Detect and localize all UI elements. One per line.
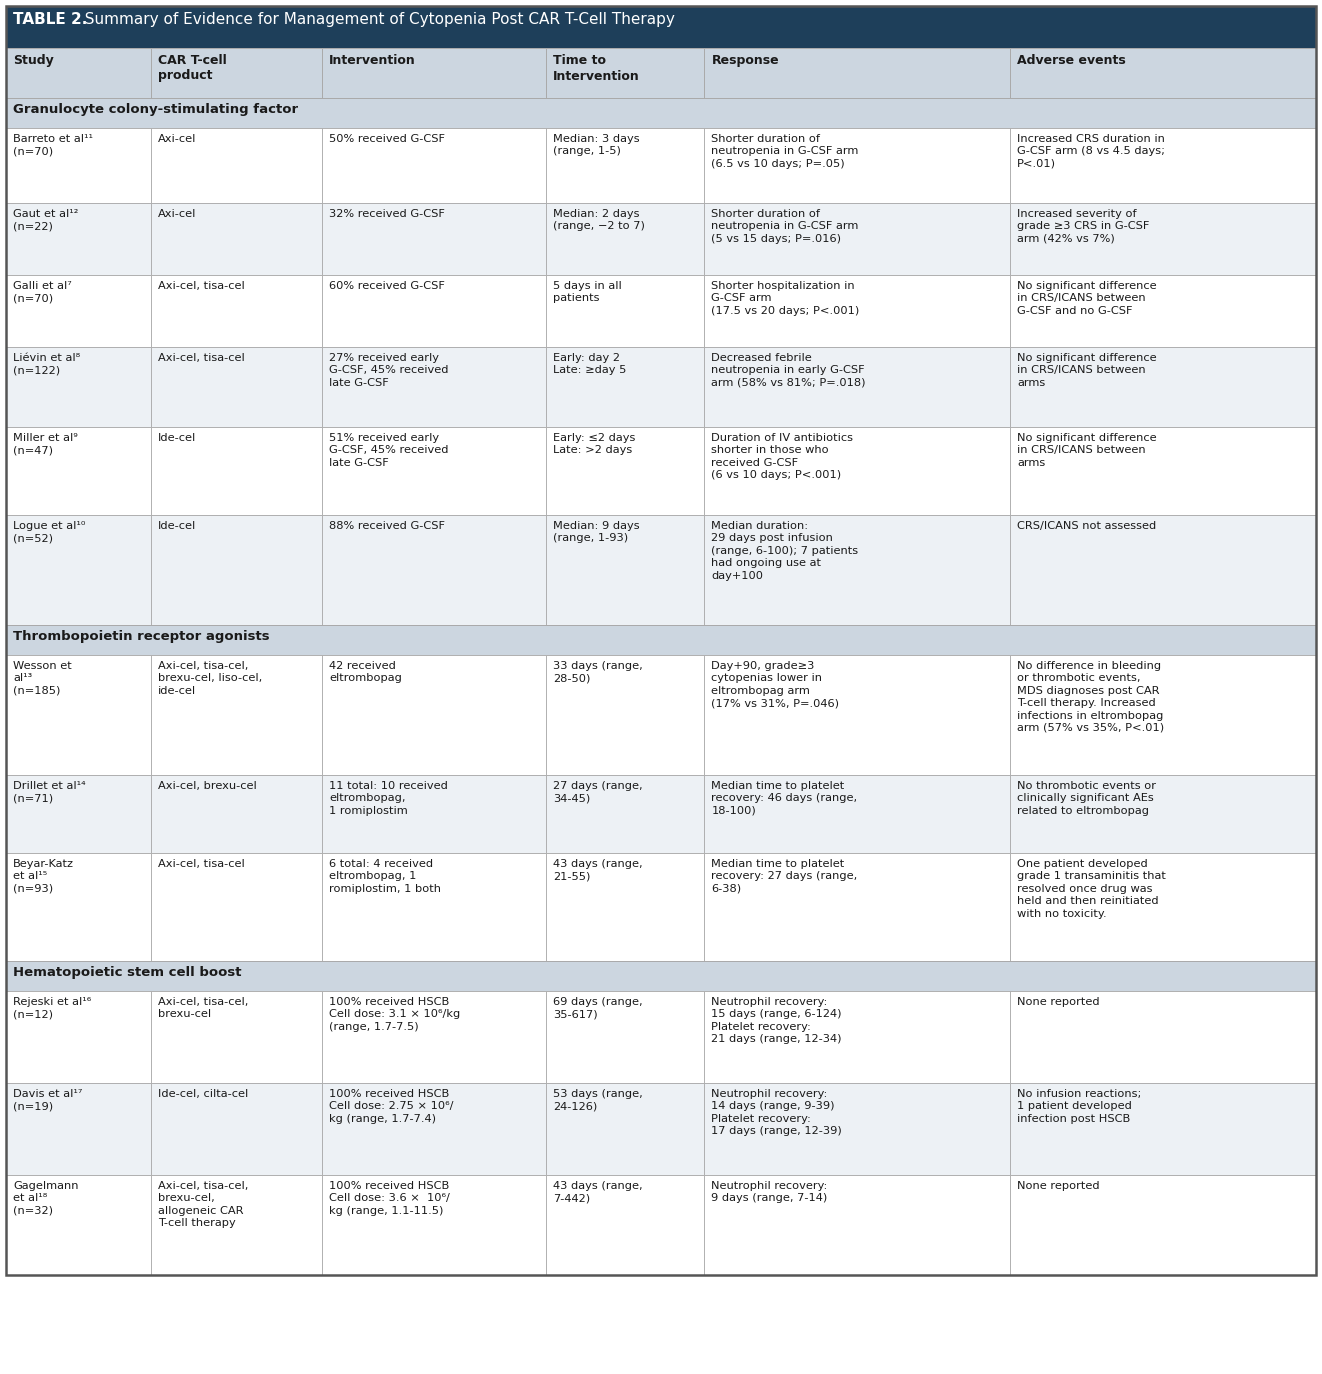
Bar [151,203,323,275]
Bar [7,203,151,275]
Bar [323,48,546,98]
Text: 100% received HSCB
Cell dose: 3.1 × 10⁶/kg
(range, 1.7-7.5): 100% received HSCB Cell dose: 3.1 × 10⁶/… [329,998,460,1032]
Bar [323,1175,546,1275]
Text: 51% received early
G-CSF, 45% received
late G-CSF: 51% received early G-CSF, 45% received l… [329,433,448,467]
Bar [323,275,546,348]
Text: 53 days (range,
24-126): 53 days (range, 24-126) [554,1090,642,1112]
Bar [7,5,1315,48]
Bar [7,275,151,348]
Bar [546,515,705,625]
Bar [7,991,151,1083]
Text: Wesson et
al¹³
(n=185): Wesson et al¹³ (n=185) [13,661,71,695]
Text: 6 total: 4 received
eltrombopag, 1
romiplostim, 1 both: 6 total: 4 received eltrombopag, 1 romip… [329,859,442,894]
Text: Study: Study [13,54,54,67]
Bar [1010,348,1315,427]
Text: 43 days (range,
21-55): 43 days (range, 21-55) [554,859,642,881]
Bar [7,1175,151,1275]
Text: Miller et al⁹
(n=47): Miller et al⁹ (n=47) [13,433,78,455]
Text: Early: day 2
Late: ≥day 5: Early: day 2 Late: ≥day 5 [554,353,627,375]
Bar [151,515,323,625]
Text: 32% received G-CSF: 32% received G-CSF [329,209,446,218]
Bar [546,203,705,275]
Bar [151,853,323,960]
Text: Duration of IV antibiotics
shorter in those who
received G-CSF
(6 vs 10 days; P<: Duration of IV antibiotics shorter in th… [711,433,854,480]
Bar [323,348,546,427]
Text: Increased CRS duration in
G-CSF arm (8 vs 4.5 days;
P<.01): Increased CRS duration in G-CSF arm (8 v… [1017,135,1165,169]
Bar [546,1175,705,1275]
Text: Axi-cel, tisa-cel: Axi-cel, tisa-cel [157,282,245,291]
Text: 11 total: 10 received
eltrombopag,
1 romiplostim: 11 total: 10 received eltrombopag, 1 rom… [329,780,448,816]
Text: No significant difference
in CRS/ICANS between
arms: No significant difference in CRS/ICANS b… [1017,353,1157,387]
Bar [546,128,705,203]
Text: 27% received early
G-CSF, 45% received
late G-CSF: 27% received early G-CSF, 45% received l… [329,353,448,387]
Bar [705,1083,1010,1175]
Bar [546,655,705,775]
Text: None reported: None reported [1017,1182,1100,1191]
Bar [546,427,705,515]
Text: Liévin et al⁸
(n=122): Liévin et al⁸ (n=122) [13,353,81,375]
Text: Axi-cel: Axi-cel [157,135,197,144]
Text: Axi-cel, tisa-cel: Axi-cel, tisa-cel [157,859,245,868]
Bar [1010,275,1315,348]
Bar [7,348,151,427]
Bar [7,98,1315,128]
Bar [7,853,151,960]
Text: Thrombopoietin receptor agonists: Thrombopoietin receptor agonists [13,631,270,643]
Bar [7,775,151,853]
Text: Davis et al¹⁷
(n=19): Davis et al¹⁷ (n=19) [13,1090,82,1112]
Bar [546,348,705,427]
Text: Axi-cel: Axi-cel [157,209,197,218]
Bar [1010,128,1315,203]
Text: None reported: None reported [1017,998,1100,1007]
Bar [151,275,323,348]
Text: Day+90, grade≥3
cytopenias lower in
eltrombopag arm
(17% vs 31%, P=.046): Day+90, grade≥3 cytopenias lower in eltr… [711,661,839,708]
Bar [323,655,546,775]
Text: 60% received G-CSF: 60% received G-CSF [329,282,446,291]
Text: Time to
Intervention: Time to Intervention [554,54,640,82]
Text: 43 days (range,
7-442): 43 days (range, 7-442) [554,1182,642,1204]
Text: Beyar-Katz
et al¹⁵
(n=93): Beyar-Katz et al¹⁵ (n=93) [13,859,74,894]
Bar [7,960,1315,991]
Bar [323,427,546,515]
Text: Median: 3 days
(range, 1-5): Median: 3 days (range, 1-5) [554,135,640,157]
Text: TABLE 2.: TABLE 2. [13,12,87,27]
Bar [7,655,151,775]
Text: Summary of Evidence for Management of Cytopenia Post CAR T-Cell Therapy: Summary of Evidence for Management of Cy… [75,12,676,27]
Text: CAR T-cell
product: CAR T-cell product [157,54,226,82]
Text: No thrombotic events or
clinically significant AEs
related to eltrombopag: No thrombotic events or clinically signi… [1017,780,1157,816]
Bar [1010,655,1315,775]
Text: Shorter duration of
neutropenia in G-CSF arm
(6.5 vs 10 days; P=.05): Shorter duration of neutropenia in G-CSF… [711,135,859,169]
Text: Shorter duration of
neutropenia in G-CSF arm
(5 vs 15 days; P=.016): Shorter duration of neutropenia in G-CSF… [711,209,859,243]
Bar [323,775,546,853]
Bar [1010,991,1315,1083]
Text: Galli et al⁷
(n=70): Galli et al⁷ (n=70) [13,282,71,304]
Text: 50% received G-CSF: 50% received G-CSF [329,135,446,144]
Bar [546,991,705,1083]
Bar [705,1175,1010,1275]
Text: Early: ≤2 days
Late: >2 days: Early: ≤2 days Late: >2 days [554,433,636,455]
Bar [546,775,705,853]
Bar [151,128,323,203]
Text: Gaut et al¹²
(n=22): Gaut et al¹² (n=22) [13,209,78,231]
Text: Axi-cel, tisa-cel,
brexu-cel,
allogeneic CAR
T-cell therapy: Axi-cel, tisa-cel, brexu-cel, allogeneic… [157,1182,249,1228]
Bar [1010,1175,1315,1275]
Bar [546,275,705,348]
Text: Rejeski et al¹⁶
(n=12): Rejeski et al¹⁶ (n=12) [13,998,91,1020]
Bar [705,348,1010,427]
Text: Neutrophil recovery:
15 days (range, 6-124)
Platelet recovery:
21 days (range, 1: Neutrophil recovery: 15 days (range, 6-1… [711,998,842,1044]
Bar [323,1083,546,1175]
Text: Adverse events: Adverse events [1017,54,1126,67]
Text: Axi-cel, tisa-cel: Axi-cel, tisa-cel [157,353,245,363]
Text: Barreto et al¹¹
(n=70): Barreto et al¹¹ (n=70) [13,135,93,157]
Bar [1010,515,1315,625]
Text: CRS/ICANS not assessed: CRS/ICANS not assessed [1017,521,1157,530]
Bar [705,655,1010,775]
Text: 33 days (range,
28-50): 33 days (range, 28-50) [554,661,642,683]
Text: Hematopoietic stem cell boost: Hematopoietic stem cell boost [13,966,242,980]
Bar [705,991,1010,1083]
Text: Response: Response [711,54,779,67]
Text: Ide-cel: Ide-cel [157,521,196,530]
Text: Drillet et al¹⁴
(n=71): Drillet et al¹⁴ (n=71) [13,780,86,804]
Text: Axi-cel, brexu-cel: Axi-cel, brexu-cel [157,780,256,791]
Text: Gagelmann
et al¹⁸
(n=32): Gagelmann et al¹⁸ (n=32) [13,1182,78,1216]
